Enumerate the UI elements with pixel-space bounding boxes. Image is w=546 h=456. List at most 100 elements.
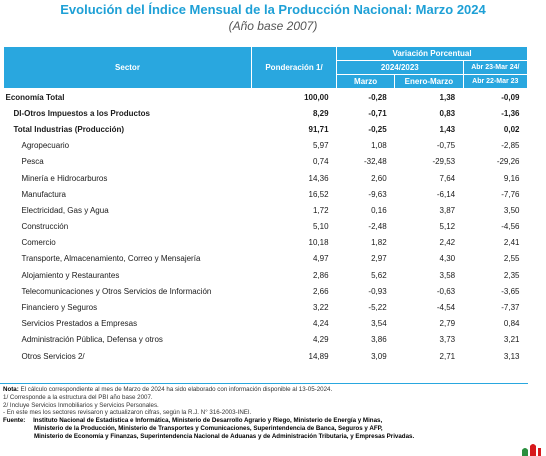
note-label: Nota: bbox=[3, 386, 19, 393]
cell-enero-marzo: 1,38 bbox=[394, 88, 464, 106]
cell-sector: Transporte, Almacenamiento, Correo y Men… bbox=[21, 254, 201, 264]
cell-sector: Construcción bbox=[21, 222, 69, 232]
cell-sector: Comercio bbox=[21, 238, 56, 248]
table-body: Economía Total 100,00 -0,28 1,38 -0,09 DI-Otr… bbox=[3, 88, 528, 365]
table-row: Electricidad, Gas y Agua 1,72 0,16 3,87 3,50 bbox=[4, 202, 528, 218]
cell-ponderacion: 8,29 bbox=[312, 108, 329, 118]
cell-abr: 0,02 bbox=[503, 124, 520, 134]
cell-abr: -7,76 bbox=[501, 189, 520, 199]
source-line-3: Ministerio de Economía y Finanzas, Super… bbox=[3, 433, 523, 441]
cell-enero-marzo: 3,58 bbox=[439, 270, 456, 280]
note-3: - En este mes los sectores revisaron y a… bbox=[3, 409, 252, 417]
source-line-1: Fuente: Instituto Nacional de Estadístic… bbox=[3, 417, 523, 425]
cell-marzo: -9,63 bbox=[368, 189, 387, 199]
cell-marzo: 3,86 bbox=[371, 335, 387, 345]
cell-ponderacion: 1,72 bbox=[312, 205, 329, 215]
cell-enero-marzo: -0,75 bbox=[436, 141, 456, 151]
cell-enero-marzo: 2,71 bbox=[439, 351, 456, 361]
cell-sector: Minería e Hidrocarburos bbox=[21, 173, 108, 183]
cell-marzo: -32,48 bbox=[363, 157, 387, 167]
cell-marzo: -2,48 bbox=[368, 222, 387, 232]
cell-marzo: -0,93 bbox=[368, 286, 387, 296]
cell-ponderacion: 91,71 bbox=[308, 124, 329, 134]
header-abr2: Abr 22-Mar 23 bbox=[462, 74, 529, 89]
cell-ponderacion: 2,66 bbox=[312, 286, 329, 296]
cell-abr: 3,50 bbox=[503, 205, 520, 215]
cell-sector: Economía Total bbox=[3, 88, 252, 106]
cell-enero-marzo: -6,14 bbox=[436, 189, 456, 199]
cell-sector: Alojamiento y Restaurantes bbox=[21, 270, 120, 280]
cell-ponderacion: 5,10 bbox=[312, 222, 329, 232]
cell-ponderacion: 0,74 bbox=[312, 157, 329, 167]
source-text-1: Instituto Nacional de Estadística e Info… bbox=[33, 417, 383, 425]
header-variacion: Variación Porcentual bbox=[336, 46, 528, 61]
cell-sector: DI-Otros Impuestos a los Productos bbox=[13, 108, 150, 118]
cell-sector: Otros Servicios 2/ bbox=[21, 351, 85, 361]
table-row: Financiero y Seguros 3,22 -5,22 -4,54 -7,37 bbox=[4, 299, 528, 315]
notes-block: Nota: El cálculo correspondiente al mes … bbox=[3, 386, 523, 441]
cell-abr: 2,35 bbox=[503, 270, 520, 280]
cell-abr: -29,26 bbox=[496, 157, 520, 167]
source-label: Fuente: bbox=[3, 417, 26, 425]
cell-marzo: 0,16 bbox=[371, 205, 387, 215]
cell-enero-marzo: 1,43 bbox=[439, 124, 456, 134]
table-row: Minería e Hidrocarburos 14,36 2,60 7,64 9,16 bbox=[4, 170, 528, 186]
cell-sector: Electricidad, Gas y Agua bbox=[21, 205, 109, 215]
cell-marzo: -0,28 bbox=[336, 88, 395, 106]
table-row: Pesca 0,74 -32,48 -29,53 -29,26 bbox=[4, 154, 528, 170]
cell-ponderacion: 5,97 bbox=[312, 141, 329, 151]
cell-marzo: 3,09 bbox=[371, 351, 387, 361]
cell-sector: Agropecuario bbox=[21, 141, 70, 151]
cell-ponderacion: 4,97 bbox=[312, 254, 329, 264]
cell-enero-marzo: 2,79 bbox=[439, 319, 456, 329]
cell-abr: 9,16 bbox=[503, 173, 520, 183]
cell-abr: 0,84 bbox=[503, 319, 520, 329]
cell-sector: Telecomunicaciones y Otros Servicios de … bbox=[21, 286, 212, 296]
production-index-table: Sector Ponderación 1/ Variación Porcentu… bbox=[3, 46, 529, 365]
cell-sector: Administración Pública, Defensa y otros bbox=[21, 335, 163, 345]
table-row: Agropecuario 5,97 1,08 -0,75 -2,85 bbox=[4, 138, 528, 154]
table-row: Alojamiento y Restaurantes 2,86 5,62 3,58 2,… bbox=[4, 267, 528, 283]
cell-enero-marzo: 5,12 bbox=[439, 222, 456, 232]
table-row: Otros Servicios 2/14,89 3,09 2,71 3,13 bbox=[4, 348, 528, 364]
cell-enero-marzo: 2,42 bbox=[439, 238, 456, 248]
cell-sector: Total Industrias (Producción) bbox=[13, 124, 125, 134]
header-enero-marzo: Enero-Marzo bbox=[394, 74, 464, 89]
source-text-2: Ministerio de la Producción, Ministerio … bbox=[34, 424, 383, 432]
table-row: Construcción 5,10 -2,48 5,12 -4,56 bbox=[4, 219, 528, 235]
source-text-3: Ministerio de Economía y Finanzas, Super… bbox=[34, 432, 415, 440]
cell-sector: Pesca bbox=[21, 157, 44, 167]
cell-marzo: -0,71 bbox=[368, 108, 387, 118]
table-row: Total Industrias (Producción) 91,71 -0,25 1… bbox=[4, 121, 528, 137]
note-text: El cálculo correspondiente al mes de Mar… bbox=[20, 386, 333, 393]
cell-ponderacion: 10,18 bbox=[308, 238, 329, 248]
cell-abr: 2,55 bbox=[503, 254, 520, 264]
report-title: Evolución del Índice Mensual de la Produ… bbox=[60, 2, 486, 17]
table-row: Manufactura 16,52 -9,63 -6,14 -7,76 bbox=[4, 186, 528, 202]
cell-abr: -7,37 bbox=[501, 303, 520, 313]
cell-ponderacion: 16,52 bbox=[308, 189, 329, 199]
table-row: Economía Total 100,00 -0,28 1,38 -0,09 bbox=[3, 88, 528, 106]
cell-enero-marzo: 7,64 bbox=[439, 173, 456, 183]
cell-sector: Manufactura bbox=[21, 189, 66, 199]
cell-ponderacion: 14,89 bbox=[308, 351, 329, 361]
header-periodo: 2024/2023 bbox=[336, 60, 464, 75]
cell-abr: 3,21 bbox=[503, 335, 520, 345]
cell-enero-marzo: 3,87 bbox=[439, 205, 456, 215]
cell-abr: -3,65 bbox=[501, 286, 520, 296]
cell-enero-marzo: -4,54 bbox=[436, 303, 456, 313]
cell-abr: -0,09 bbox=[463, 88, 528, 106]
cell-enero-marzo: 4,30 bbox=[439, 254, 456, 264]
note-2: 2/ Incluye Servicios Inmobiliarios y Ser… bbox=[3, 401, 159, 409]
cell-marzo: 2,60 bbox=[371, 173, 387, 183]
header-ponderacion: Ponderación 1/ bbox=[250, 46, 338, 89]
cell-ponderacion: 14,36 bbox=[308, 173, 329, 183]
cell-ponderacion: 2,86 bbox=[312, 270, 329, 280]
cell-abr: -2,85 bbox=[501, 141, 520, 151]
cell-marzo: 3,54 bbox=[371, 319, 387, 329]
table-row: Telecomunicaciones y Otros Servicios de … bbox=[4, 283, 528, 299]
cell-marzo: 1,08 bbox=[371, 141, 387, 151]
table-row: DI-Otros Impuestos a los Productos 8,29 -0… bbox=[4, 105, 528, 121]
header-marzo: Marzo bbox=[336, 74, 396, 89]
cell-abr: 3,13 bbox=[503, 351, 520, 361]
